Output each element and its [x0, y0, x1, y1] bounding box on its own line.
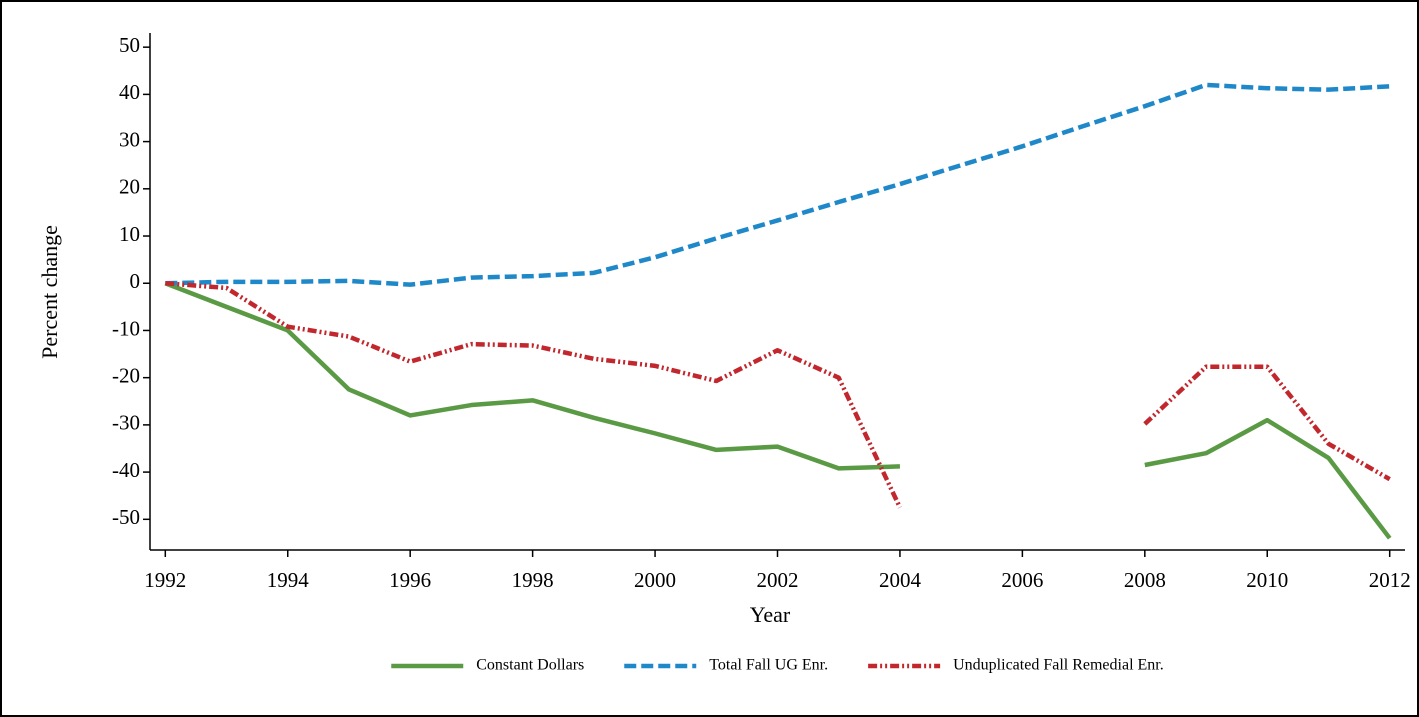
legend-label: Total Fall UG Enr.: [709, 657, 828, 674]
y-tick-label: -40: [112, 458, 140, 482]
y-tick-label: 10: [119, 222, 140, 246]
x-tick-label: 2000: [634, 568, 676, 592]
x-tick-label: 2006: [1001, 568, 1043, 592]
legend-label: Constant Dollars: [476, 657, 584, 674]
x-axis-title: Year: [750, 602, 791, 627]
y-tick-label: 50: [119, 33, 140, 57]
x-tick-label: 2008: [1124, 568, 1166, 592]
y-tick-label: -20: [112, 363, 140, 387]
y-axis-title: Percent change: [37, 225, 62, 359]
series-line: [165, 82, 1390, 287]
series-line: [165, 280, 1391, 509]
y-tick-label: 0: [130, 269, 141, 293]
x-tick-label: 2004: [879, 568, 922, 592]
x-tick-label: 1996: [389, 568, 431, 592]
x-tick-label: 2010: [1246, 568, 1288, 592]
y-tick-label: 20: [119, 175, 140, 199]
x-tick-label: 1992: [144, 568, 186, 592]
y-tick-label: 40: [119, 80, 140, 104]
x-tick-label: 2002: [757, 568, 799, 592]
x-tick-label: 2012: [1369, 568, 1411, 592]
y-tick-label: -10: [112, 316, 140, 340]
series-line: [164, 281, 1392, 540]
legend-label: Unduplicated Fall Remedial Enr.: [953, 657, 1164, 674]
x-tick-label: 1994: [267, 568, 310, 592]
x-tick-label: 1998: [512, 568, 554, 592]
y-tick-label: -50: [112, 505, 140, 529]
y-tick-label: -30: [112, 411, 140, 435]
y-tick-label: 30: [119, 127, 140, 151]
